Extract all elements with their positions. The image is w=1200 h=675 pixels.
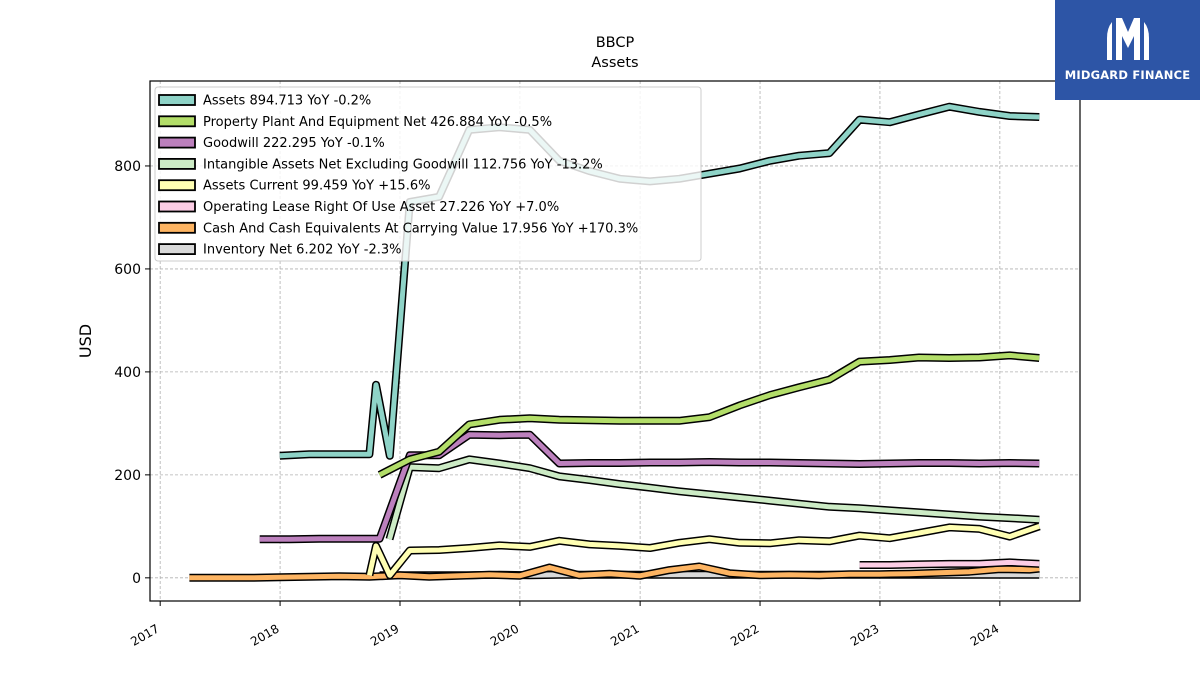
- legend-label: Property Plant And Equipment Net 426.884…: [203, 115, 552, 130]
- series-line: [859, 559, 1040, 568]
- midgard-finance-logo: MIDGARD FINANCE: [1055, 0, 1200, 100]
- x-tick-label: 2022: [728, 621, 761, 648]
- legend: Assets 894.713 YoY -0.2% Property Plant A…: [154, 86, 702, 262]
- legend-swatch: [158, 243, 196, 256]
- y-axis-label: USD: [76, 324, 95, 358]
- plot-frame: [149, 80, 1081, 602]
- legend-swatch: [158, 200, 196, 213]
- y-tick-label: 200: [114, 468, 141, 484]
- legend-swatch: [158, 115, 196, 128]
- legend-label: Goodwill 222.295 YoY -0.1%: [203, 136, 385, 151]
- series-line: [366, 523, 1041, 578]
- series-line: [259, 432, 1040, 542]
- legend-label: Assets Current 99.459 YoY +15.6%: [203, 179, 430, 194]
- legend-label: Assets 894.713 YoY -0.2%: [203, 94, 371, 109]
- x-tick-label: 2019: [368, 621, 401, 648]
- legend-swatch: [158, 157, 196, 170]
- legend-box: [154, 86, 702, 262]
- x-tick-label: 2021: [608, 621, 641, 648]
- y-tick-label: 0: [132, 571, 141, 587]
- series-line: [378, 352, 1040, 478]
- legend-swatch: [158, 136, 196, 149]
- legend-label: Operating Lease Right Of Use Asset 27.22…: [203, 200, 559, 215]
- x-tick-label: 2017: [128, 621, 161, 648]
- legend-label: Inventory Net 6.202 YoY -2.3%: [203, 243, 402, 258]
- legend-swatch: [158, 179, 196, 192]
- legend-label: Intangible Assets Net Excluding Goodwill…: [203, 157, 603, 172]
- y-tick-label: 600: [114, 262, 141, 278]
- midgard-logo-icon: [1107, 18, 1149, 60]
- chart-title: BBCP: [596, 35, 635, 51]
- legend-swatch: [158, 94, 196, 106]
- legend-label: Cash And Cash Equivalents At Carrying Va…: [203, 221, 638, 236]
- x-tick-label: 2018: [248, 621, 281, 648]
- x-tick-label: 2024: [968, 621, 1001, 648]
- series-line: [189, 564, 1040, 581]
- y-tick-label: 800: [114, 159, 141, 175]
- logo-text: MIDGARD FINANCE: [1064, 68, 1191, 82]
- x-tick-label: 2020: [488, 621, 521, 648]
- series-line: [387, 456, 1040, 540]
- x-tick-label: 2023: [848, 621, 881, 648]
- y-tick-label: 400: [114, 365, 141, 381]
- chart-subtitle: Assets: [591, 55, 638, 71]
- legend-swatch: [158, 221, 196, 234]
